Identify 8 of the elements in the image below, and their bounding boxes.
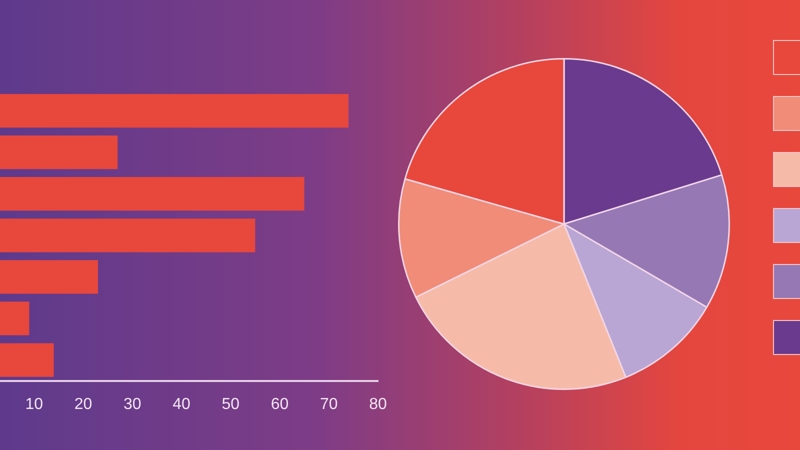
x-tick-label: 30 xyxy=(123,396,142,413)
x-tick-label: 40 xyxy=(172,396,190,413)
x-tick-label: 70 xyxy=(320,396,338,413)
x-tick-label: 20 xyxy=(74,396,92,413)
x-tick-label: 60 xyxy=(270,396,289,413)
x-tick-label: 80 xyxy=(369,396,387,413)
x-tick-label: 50 xyxy=(222,396,240,413)
x-tick-label: 10 xyxy=(25,396,44,413)
